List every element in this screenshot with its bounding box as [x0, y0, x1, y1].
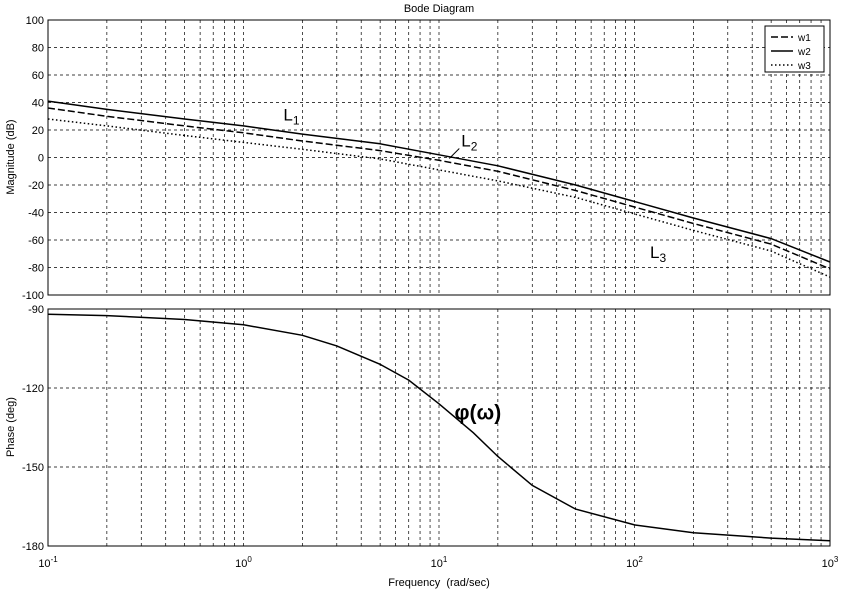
magnitude-y-tick-label: -100	[22, 290, 44, 302]
phase-y-tick-label: -90	[28, 304, 44, 316]
frequency-x-ticks: 10-1 100 101 102 103	[38, 555, 839, 570]
magnitude-y-tick-label: -60	[28, 235, 44, 247]
phase-y-ticks: -90 -120 -150 -180	[22, 304, 44, 553]
series-line-w2	[47, 100, 831, 263]
annotation-L2: L2	[461, 132, 477, 154]
frequency-x-tick-label: 100	[235, 555, 252, 570]
chart-title: Bode Diagram	[404, 3, 474, 15]
magnitude-y-tick-label: 60	[32, 70, 44, 82]
phase-plot-frame	[47, 308, 831, 547]
legend: w1 w2 w3	[764, 25, 825, 73]
annotation-phase: φ(ω)	[454, 402, 501, 425]
magnitude-y-tick-label: -20	[28, 180, 44, 192]
magnitude-y-tick-label: 40	[32, 98, 44, 110]
phase-grid	[48, 309, 830, 546]
frequency-x-tick-label: 10-1	[38, 555, 58, 570]
legend-box	[764, 25, 825, 73]
phase-y-tick-label: -180	[22, 541, 44, 553]
frequency-x-tick-label: 102	[626, 555, 643, 570]
magnitude-y-tick-label: 100	[26, 15, 44, 27]
legend-label-w1: w1	[797, 33, 811, 44]
phase-y-tick-label: -150	[22, 462, 44, 474]
series-line-w3	[47, 118, 831, 278]
annotation-L1: L1	[283, 105, 299, 127]
magnitude-grid	[48, 20, 830, 295]
phase-series	[47, 313, 831, 542]
series-line-w1	[47, 107, 831, 270]
legend-label-w2: w2	[797, 47, 811, 58]
frequency-x-tick-label: 103	[822, 555, 839, 570]
magnitude-y-tick-label: -80	[28, 263, 44, 275]
magnitude-y-tick-label: 0	[38, 153, 44, 165]
magnitude-y-tick-label: 80	[32, 43, 44, 55]
magnitude-plot-frame	[47, 19, 831, 296]
annotation-L3: L3	[650, 243, 666, 265]
annotation-L2-leader	[448, 148, 460, 159]
series-line-phase-0	[47, 313, 831, 542]
frequency-x-tick-label: 101	[431, 555, 448, 570]
legend-label-w3: w3	[797, 61, 811, 72]
phase-y-tick-label: -120	[22, 383, 44, 395]
frequency-x-axis-label: Frequency (rad/sec)	[388, 577, 489, 589]
magnitude-series	[47, 100, 831, 278]
magnitude-y-tick-label: 20	[32, 125, 44, 137]
magnitude-y-tick-label: -40	[28, 208, 44, 220]
magnitude-y-axis-label: Magnitude (dB)	[5, 119, 17, 194]
magnitude-y-ticks: 100 80 60 40 20 0 -20 -40 -60 -80 -100	[22, 15, 44, 302]
phase-y-axis-label: Phase (deg)	[5, 397, 17, 457]
annotations: L1 L2 L3 φ(ω)	[283, 105, 666, 424]
